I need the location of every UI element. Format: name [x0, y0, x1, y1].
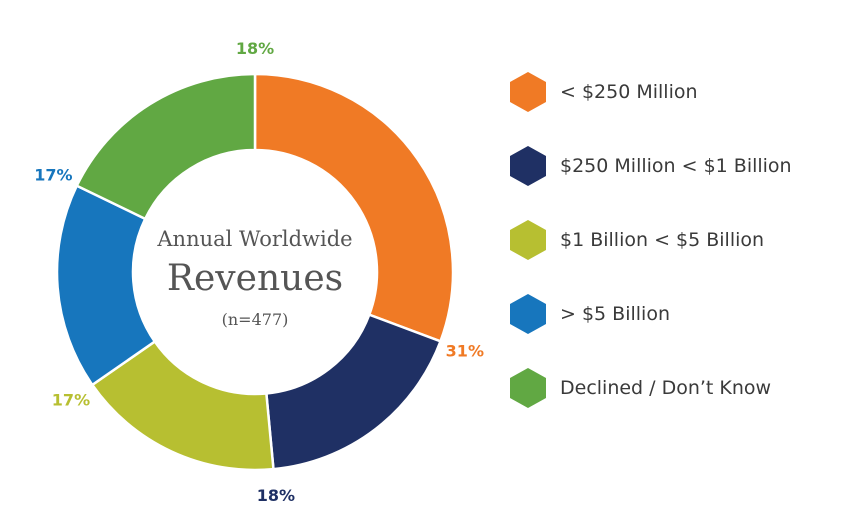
- hexagon-icon: [510, 294, 546, 334]
- percent-label-4: 18%: [236, 39, 274, 58]
- slice-0: [253, 72, 455, 343]
- percent-label-3: 17%: [34, 165, 72, 184]
- percent-labels: 31% 18% 17% 17% 18%: [34, 39, 484, 505]
- legend-item-over-5b: > $5 Billion: [508, 292, 670, 336]
- slice-1: [265, 313, 443, 471]
- legend-label: $1 Billion < $5 Billion: [560, 229, 765, 251]
- legend-label: Declined / Don’t Know: [560, 377, 772, 399]
- legend-label: > $5 Billion: [560, 303, 670, 325]
- hexagon-icon: [510, 220, 546, 260]
- center-title-line2: Revenues: [167, 258, 343, 299]
- legend-label: < $250 Million: [560, 81, 698, 103]
- slices: [55, 72, 455, 472]
- legend-label: $250 Million < $1 Billion: [560, 155, 792, 177]
- legend-item-250m-to-1b: $250 Million < $1 Billion: [508, 144, 792, 188]
- legend-item-1b-to-5b: $1 Billion < $5 Billion: [508, 218, 764, 262]
- slice-4: [75, 72, 257, 221]
- legend-item-declined: Declined / Don’t Know: [508, 366, 771, 410]
- hexagon-icon: [510, 72, 546, 112]
- hexagon-icon: [510, 146, 546, 186]
- percent-label-2: 17%: [52, 391, 90, 410]
- legend-item-under-250m: < $250 Million: [508, 70, 698, 114]
- center-title-line1: Annual Worldwide: [156, 227, 352, 251]
- center-sample-size: (n=477): [222, 310, 289, 329]
- percent-label-1: 18%: [257, 486, 295, 505]
- hexagon-icon: [510, 368, 546, 408]
- percent-label-0: 31%: [446, 341, 484, 360]
